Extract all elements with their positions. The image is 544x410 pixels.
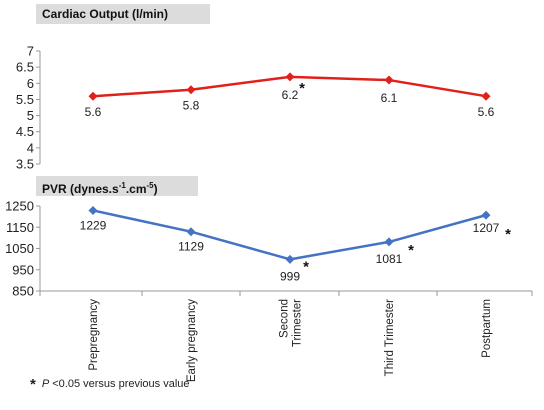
y-tick-label: 950 [12, 262, 34, 277]
data-label: 1129 [178, 240, 204, 254]
data-point [285, 72, 295, 82]
data-label: 5.8 [183, 99, 200, 113]
data-point [186, 85, 196, 95]
x-tick-label: Third Trimester [384, 299, 396, 376]
y-tick-label: 850 [12, 284, 34, 299]
x-tick-label: Early pregnancy [186, 299, 198, 382]
y-tick-label: 1150 [6, 220, 34, 235]
data-label: 1229 [80, 218, 107, 232]
y-tick-label: 5 [27, 108, 34, 123]
pvr-title-main: PVR (dynes.s [42, 182, 119, 196]
significance-star: * [303, 258, 309, 275]
data-label: 5.6 [85, 105, 102, 119]
x-tick-label: Prepregnancy [88, 299, 100, 371]
data-label: 1081 [376, 252, 403, 266]
pvr-title-mid: .cm [125, 182, 147, 196]
data-label: 999 [280, 269, 300, 283]
pvr-title-end: ) [153, 182, 158, 196]
data-point [384, 75, 394, 85]
significance-star: * [505, 226, 511, 243]
data-point [481, 210, 491, 220]
data-label: 6.2 [282, 88, 299, 102]
data-point [384, 237, 394, 247]
footnote-star: * [30, 376, 36, 393]
x-tick-label: Second [279, 299, 291, 338]
data-point [186, 227, 196, 237]
y-tick-label: 6 [27, 76, 34, 91]
y-tick-label: 4 [27, 140, 34, 155]
y-tick-label: 5.5 [16, 92, 34, 107]
series-line [92, 209, 487, 261]
y-tick-label: 3.5 [16, 157, 34, 172]
y-tick-label: 4.5 [16, 124, 34, 139]
x-tick-label: Postpartum [481, 299, 493, 358]
significance-star: * [408, 242, 414, 259]
pvr-title-sup2: -5 [146, 181, 154, 190]
footnote: * P <0.05 versus previous value [30, 376, 190, 393]
x-tick-label: Trimester [292, 299, 304, 347]
data-point [481, 91, 491, 101]
pvr-title-sup1: -1 [118, 181, 126, 190]
data-point [285, 254, 295, 264]
data-label: 6.1 [381, 91, 398, 105]
data-label: 1207 [473, 221, 500, 235]
data-label: 5.6 [478, 105, 495, 119]
data-point [88, 205, 98, 215]
y-tick-label: 7 [27, 44, 34, 59]
pvr-title: PVR (dynes.s-1.cm-5) [36, 176, 198, 196]
cardiac-output-title: Cardiac Output (l/min) [36, 4, 210, 24]
y-tick-label: 1050 [5, 241, 34, 256]
y-tick-label: 1250 [5, 199, 34, 214]
footnote-p: P [41, 378, 50, 390]
y-tick-label: 6.5 [16, 60, 34, 75]
data-point [88, 91, 98, 101]
significance-star: * [299, 80, 305, 97]
footnote-text: <0.05 versus previous value [49, 378, 190, 390]
